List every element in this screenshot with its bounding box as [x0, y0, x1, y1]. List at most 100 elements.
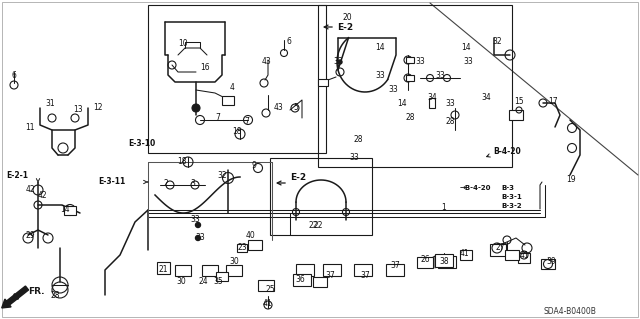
Bar	[490, 244, 506, 256]
Text: E-2-1: E-2-1	[6, 170, 28, 180]
Text: B-3: B-3	[501, 185, 514, 191]
FancyArrow shape	[2, 286, 29, 308]
Bar	[509, 110, 523, 120]
Bar	[248, 240, 262, 250]
Text: 41: 41	[519, 251, 529, 261]
Text: 37: 37	[390, 261, 400, 270]
Bar	[222, 95, 234, 105]
Text: E-2: E-2	[337, 23, 353, 32]
Bar	[417, 256, 433, 268]
Text: 30: 30	[176, 278, 186, 286]
Text: 42: 42	[25, 186, 35, 195]
Bar	[237, 244, 247, 252]
Bar	[518, 253, 530, 263]
Text: 6: 6	[287, 38, 291, 47]
Text: 26: 26	[420, 256, 430, 264]
Circle shape	[192, 104, 200, 112]
Text: 23: 23	[237, 242, 247, 251]
Text: E-3-10: E-3-10	[128, 138, 156, 147]
Circle shape	[338, 60, 342, 64]
Text: 33: 33	[375, 70, 385, 79]
Bar	[438, 256, 456, 268]
Text: 16: 16	[200, 63, 210, 72]
Text: 41: 41	[459, 249, 469, 258]
Text: 35: 35	[213, 278, 223, 286]
Text: E-3-11: E-3-11	[98, 177, 125, 187]
Circle shape	[195, 222, 200, 227]
Text: FR.: FR.	[28, 287, 45, 296]
Text: 13: 13	[73, 106, 83, 115]
Text: 34: 34	[481, 93, 491, 101]
Bar	[313, 277, 327, 287]
Text: 21: 21	[158, 265, 168, 275]
Text: 17: 17	[548, 98, 558, 107]
Text: 33: 33	[445, 99, 455, 108]
Text: 2: 2	[164, 179, 168, 188]
Text: 10: 10	[178, 39, 188, 48]
Bar	[270, 158, 372, 235]
Bar	[505, 250, 519, 260]
Text: 31: 31	[45, 99, 55, 108]
Bar	[202, 264, 218, 276]
Text: 29: 29	[25, 231, 35, 240]
Text: E-2: E-2	[290, 174, 306, 182]
Text: 14: 14	[397, 99, 407, 108]
Bar	[226, 264, 242, 276]
Text: 28: 28	[51, 291, 60, 300]
Text: 37: 37	[325, 271, 335, 279]
Text: 18: 18	[177, 157, 187, 166]
Text: 14: 14	[461, 43, 471, 53]
Text: 1: 1	[442, 204, 446, 212]
Bar	[406, 75, 414, 81]
Text: 7: 7	[244, 117, 250, 127]
Bar	[296, 264, 314, 276]
Text: 19: 19	[566, 175, 576, 184]
Text: 32: 32	[492, 38, 502, 47]
Text: 33: 33	[415, 57, 425, 66]
Text: 22: 22	[308, 220, 317, 229]
Text: 28: 28	[405, 114, 415, 122]
Bar	[354, 264, 372, 276]
Text: 38: 38	[439, 256, 449, 265]
Text: 33: 33	[349, 152, 359, 161]
Text: 39: 39	[546, 257, 556, 266]
Text: 25: 25	[265, 286, 275, 294]
Text: 41: 41	[262, 300, 272, 308]
Text: 40: 40	[245, 232, 255, 241]
Bar	[64, 205, 76, 214]
Text: 33: 33	[195, 234, 205, 242]
Text: 20: 20	[342, 13, 352, 23]
Text: 7: 7	[216, 114, 220, 122]
Bar	[175, 264, 191, 276]
Text: 33: 33	[190, 216, 200, 225]
Text: 30: 30	[229, 257, 239, 266]
Text: 3: 3	[191, 179, 195, 188]
Bar	[293, 274, 311, 286]
Bar	[435, 254, 453, 266]
Text: 6: 6	[12, 70, 17, 79]
Text: 9: 9	[252, 160, 257, 169]
Bar	[216, 271, 228, 280]
Bar	[323, 264, 341, 276]
Text: 34: 34	[427, 93, 437, 102]
Bar	[318, 5, 512, 167]
Text: 32: 32	[217, 170, 227, 180]
Text: B-4-20: B-4-20	[493, 147, 521, 157]
Text: →B-4-20: →B-4-20	[460, 185, 492, 191]
Bar	[258, 279, 274, 291]
Text: 37: 37	[360, 271, 370, 279]
Bar	[386, 264, 404, 276]
Bar	[541, 259, 555, 269]
Text: 43: 43	[273, 103, 283, 113]
Text: B-3-2: B-3-2	[501, 203, 522, 209]
Text: 33: 33	[463, 57, 473, 66]
Text: 27: 27	[495, 243, 505, 253]
Text: B-3-1: B-3-1	[501, 194, 522, 200]
Text: 28: 28	[353, 136, 363, 145]
Text: SDA4-B0400B: SDA4-B0400B	[543, 308, 596, 316]
Text: 12: 12	[93, 102, 103, 112]
Bar	[157, 262, 170, 274]
Text: 22: 22	[313, 220, 323, 229]
Text: 11: 11	[25, 122, 35, 131]
Text: 28: 28	[445, 117, 455, 127]
